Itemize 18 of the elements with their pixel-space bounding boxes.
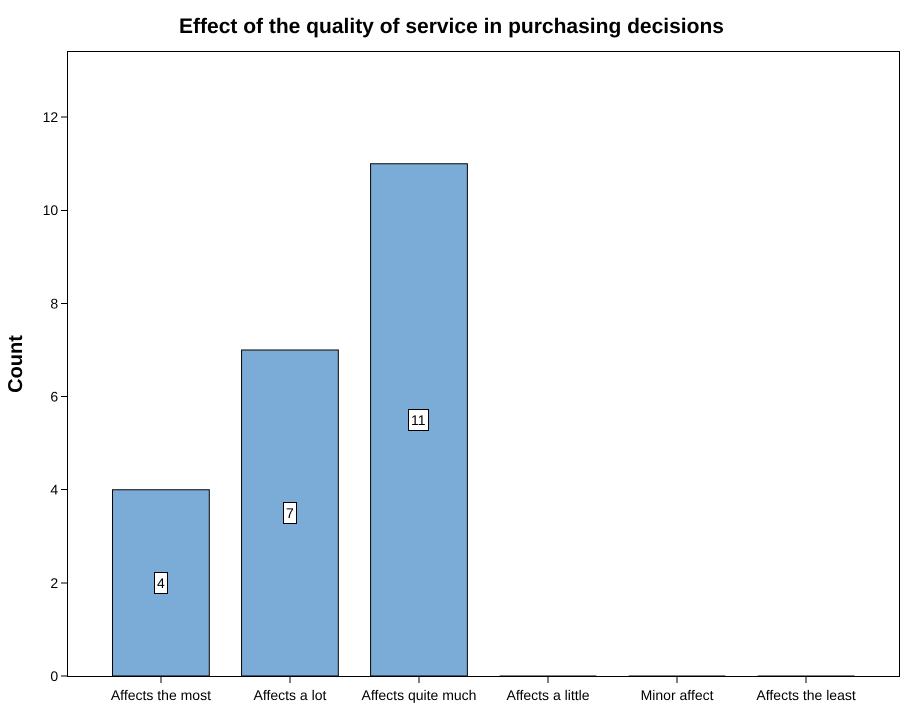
x-tick-label: Affects quite much (362, 686, 476, 703)
y-tick-label: 4 (50, 482, 58, 498)
x-tick-label: Affects a little (506, 686, 590, 703)
x-tick-label: Affects the most (110, 686, 212, 703)
x-tick-label: Affects the least (756, 686, 856, 703)
y-tick-label: 8 (50, 295, 58, 312)
data-label: 4 (157, 575, 165, 591)
chart-title: Effect of the quality of service in purchasing decisions (179, 14, 724, 38)
y-tick-label: 2 (50, 574, 58, 591)
x-tick-label: Minor affect (640, 686, 714, 703)
y-tick-label: 6 (50, 388, 58, 404)
y-axis-title: Count (5, 334, 28, 393)
data-label: 7 (286, 505, 294, 521)
data-label: 11 (411, 412, 426, 428)
y-tick-label: 12 (42, 109, 58, 126)
y-tick-label: 0 (50, 668, 58, 684)
x-tick-label: Affects a lot (253, 686, 326, 703)
y-tick-label: 10 (42, 202, 58, 218)
